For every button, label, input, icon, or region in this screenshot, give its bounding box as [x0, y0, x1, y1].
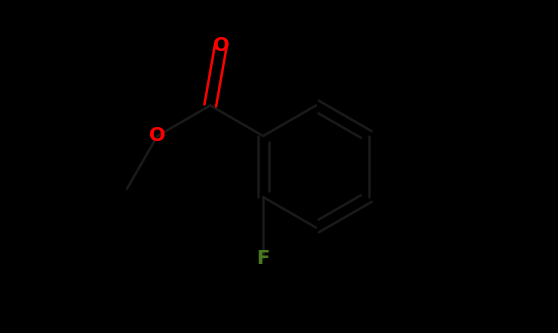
- Text: O: O: [149, 127, 166, 146]
- Text: O: O: [213, 36, 229, 55]
- Text: F: F: [257, 248, 270, 268]
